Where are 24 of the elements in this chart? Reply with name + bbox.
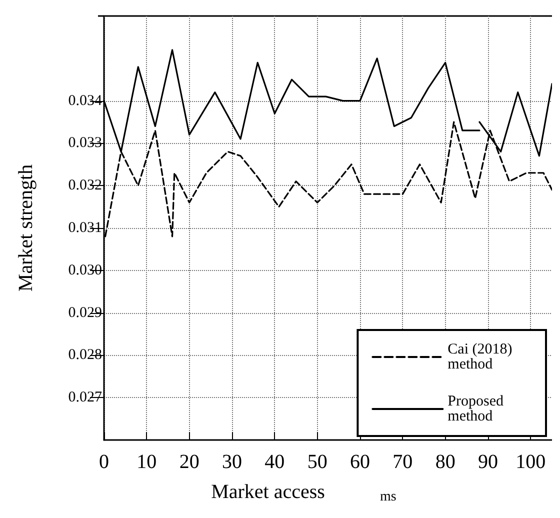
x-tick-label: 80 (435, 451, 456, 473)
x-tick-label: 70 (392, 451, 413, 473)
x-axis-title: Market access (211, 481, 326, 503)
x-tick-label: 10 (136, 451, 157, 473)
y-axis-title: Market strength (15, 164, 37, 292)
legend-label: Cai (2018) method (448, 342, 516, 372)
y-tick-label: 0.029 (68, 304, 102, 321)
x-tick-label: 50 (307, 451, 328, 473)
text: ms (380, 490, 396, 504)
y-tick-label: 0.033 (68, 135, 102, 152)
x-tick-label: 40 (264, 451, 285, 473)
x-tick-label: 20 (179, 451, 200, 473)
y-tick-label: 0.031 (68, 220, 102, 236)
y-tick-label: 0.030 (68, 262, 102, 278)
y-tick-label: 0.027 (68, 390, 102, 406)
y-tick-label: 0.034 (68, 92, 102, 109)
x-tick-label: 0 (99, 451, 109, 473)
y-tick-label: 0.028 (68, 347, 102, 364)
x-tick-label: 90 (478, 451, 498, 473)
x-tick-label: 30 (222, 451, 242, 473)
x-tick-label: 100 (516, 451, 546, 473)
y-tick-label: 0.032 (68, 178, 102, 194)
legend-label: Proposed method (448, 394, 508, 424)
x-tick-label: 60 (350, 451, 370, 473)
